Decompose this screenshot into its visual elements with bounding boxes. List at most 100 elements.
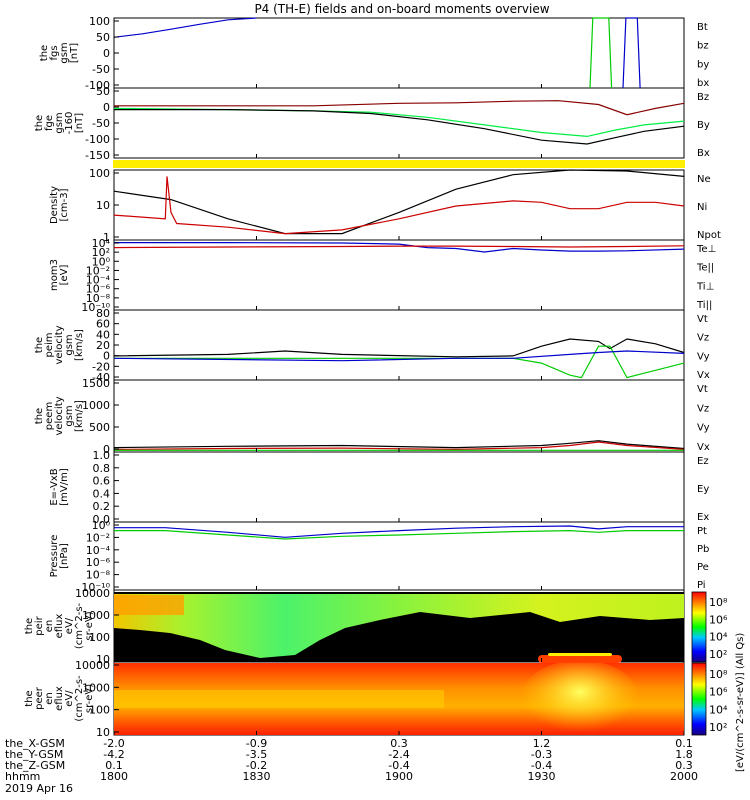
y-tick-label: -50 — [92, 117, 110, 130]
footer-value: 1.2 — [533, 737, 551, 750]
legend-entry: Npot — [697, 230, 721, 241]
y-axis-label: eflux — [54, 686, 65, 711]
panel-frame — [113, 17, 685, 89]
colorbar-tick-label: 10² — [709, 721, 727, 734]
y-axis-label: gsm — [64, 405, 75, 426]
y-axis-label: eV/ — [64, 690, 75, 707]
y-tick-label: 0.4 — [93, 487, 111, 500]
series-line-bx — [622, 17, 641, 89]
peer-band — [114, 690, 444, 708]
colorbar-tick-label: 10⁸ — [709, 596, 728, 609]
colorbar-tick-label: 10⁴ — [709, 631, 728, 644]
footer-value: 1930 — [528, 770, 556, 783]
colorbar-tick-labels: 10⁸ 10⁶ 10⁴ 10² 10⁸ 10⁶ 10⁴ 10² — [709, 596, 728, 734]
y-tick-label: 0.2 — [93, 500, 111, 513]
y-tick-label: 10⁻⁸ — [86, 292, 111, 305]
legend-entry: by — [697, 59, 709, 70]
legend-entry: Vz — [697, 333, 709, 344]
y-axis-label: E=-VxB — [49, 468, 60, 505]
y-tick-label: 10² — [92, 246, 110, 259]
footer-value: -3.5 — [246, 748, 267, 761]
colorbar-tick-label: 10⁴ — [709, 703, 728, 716]
y-axis-label: [km/s] — [74, 400, 85, 432]
y-tick-label: -150 — [85, 149, 110, 162]
y-tick-label: 500 — [89, 421, 110, 434]
footer-row-label: the_Z-GSM — [5, 759, 65, 772]
y-tick-label: 1000 — [82, 681, 110, 694]
y-axis-label: en — [44, 692, 55, 705]
panel-frame — [113, 87, 685, 159]
y-axis-label: [cm-3] — [59, 188, 70, 221]
series-line-bx — [113, 17, 257, 38]
y-axis-label: [nT] — [69, 43, 80, 63]
legend-entry: Ez — [697, 456, 709, 467]
y-axis-label: the — [24, 618, 35, 634]
panel-frame — [113, 451, 685, 523]
series-line-pi — [114, 525, 684, 538]
footer-value: -0.9 — [246, 737, 267, 750]
footer-value: -0.2 — [246, 759, 267, 772]
legend-entry: bz — [697, 41, 709, 52]
series-line-ni — [113, 169, 685, 235]
colorbar-tick-label: 10⁶ — [709, 686, 728, 699]
legend-entry: Pi — [697, 580, 706, 591]
y-axis-label: eflux — [54, 614, 65, 639]
y-tick-label: 20 — [96, 339, 110, 352]
y-axis-label: eV/ — [64, 617, 75, 634]
y-axis-label: fgs — [49, 45, 60, 60]
footer-value: -2.4 — [388, 748, 409, 761]
y-axis-label: sr-eV) — [84, 684, 95, 713]
y-tick-label: -100 — [85, 79, 110, 92]
footer-value: 0.3 — [390, 737, 408, 750]
legend-entry: Pt — [697, 526, 707, 537]
legend-entry: Ti⊥ — [696, 281, 714, 292]
y-axis-label: -160 — [64, 112, 75, 135]
y-tick-label: 1 — [103, 231, 110, 244]
status-bar — [113, 160, 685, 168]
y-tick-label: 50 — [96, 31, 110, 44]
y-tick-label: 100 — [89, 15, 110, 28]
footer-value: -4.2 — [103, 748, 124, 761]
y-tick-label: 0.6 — [93, 475, 111, 488]
legend-entry: Pe — [697, 562, 709, 573]
y-tick-label: 0 — [103, 443, 110, 456]
y-tick-label: 1500 — [82, 377, 110, 390]
legend-entry: Vx — [697, 370, 710, 381]
footer-value: 0.3 — [675, 759, 693, 772]
legend-entry: Vx — [697, 442, 710, 453]
y-axis-label: peir — [34, 615, 45, 635]
peer-hot-region — [520, 660, 640, 740]
y-tick-label: -40 — [92, 371, 110, 384]
y-tick-label: 1.0 — [93, 449, 111, 462]
footer-row-label: the_Y-GSM — [5, 748, 63, 761]
footer-value: -0.3 — [531, 748, 552, 761]
y-axis-label: peer — [34, 686, 45, 710]
legend-entry: Vt — [697, 384, 708, 395]
y-axis-label: Density — [49, 186, 60, 224]
y-tick-label: 10⁻⁶ — [86, 283, 111, 296]
colorbar-tick-label: 10² — [709, 648, 727, 661]
series-line-pe — [114, 529, 684, 540]
series-line-bz — [114, 100, 685, 116]
legend-entry: Ne — [697, 174, 711, 185]
y-tick-label: 0.8 — [93, 462, 111, 475]
panel-frame — [113, 309, 685, 381]
y-tick-label: 10⁴ — [92, 237, 111, 250]
footer-value: 2000 — [670, 770, 698, 783]
footer-value: 0.1 — [675, 737, 693, 750]
y-tick-label: 100 — [89, 631, 110, 644]
y-axis-label: [km/s] — [74, 329, 85, 361]
y-axis-label: [nPa] — [59, 543, 70, 569]
y-tick-label: 60 — [96, 318, 110, 331]
y-tick-label: 1000 — [82, 399, 110, 412]
y-tick-label: 10⁻¹⁰ — [81, 581, 110, 594]
legend-entry: Te⊥ — [696, 244, 716, 255]
footer-value: 1.8 — [675, 748, 693, 761]
y-tick-label: 100 — [89, 167, 110, 180]
y-axis-label: Pressure — [49, 535, 60, 578]
y-tick-label: 40 — [96, 328, 110, 341]
y-axis-label: peim — [44, 332, 55, 357]
legend-entry: bx — [697, 78, 709, 89]
